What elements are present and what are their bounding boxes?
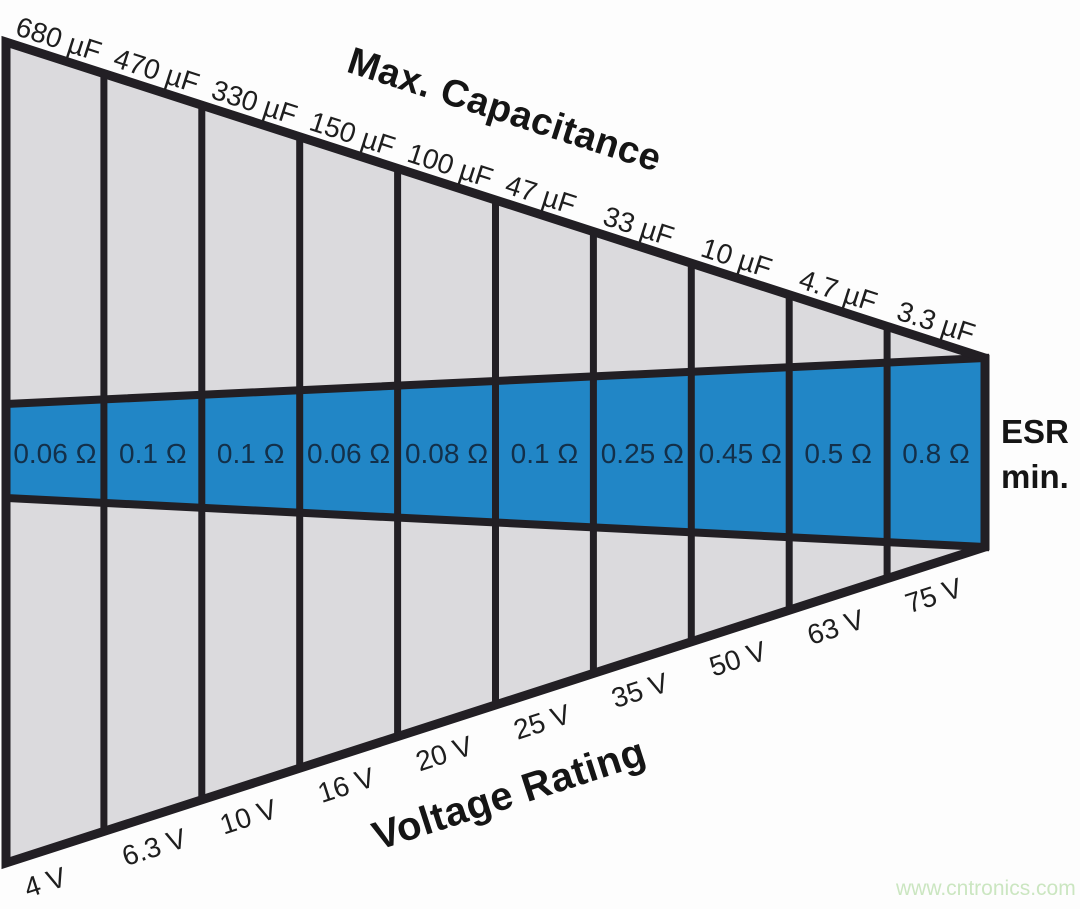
voltage-label: 25 V: [510, 698, 575, 745]
wedge-outline: [1, 35, 990, 870]
voltage-label: 20 V: [412, 730, 477, 777]
esr-min-line2: min.: [1001, 458, 1069, 495]
esr-value-label: 0.5 Ω: [804, 438, 872, 469]
voltage-label: 35 V: [608, 667, 673, 714]
voltage-label: 16 V: [314, 762, 379, 809]
esr-value-label: 0.1 Ω: [119, 438, 187, 469]
esr-min-line1: ESR: [1001, 413, 1069, 450]
esr-value-label: 0.45 Ω: [699, 438, 782, 469]
esr-value-label: 0.25 Ω: [601, 438, 684, 469]
voltage-label: 75 V: [901, 572, 966, 619]
voltage-label: 6.3 V: [118, 822, 190, 872]
voltage-label: 63 V: [804, 604, 869, 651]
watermark: www.cntronics.com: [896, 877, 1076, 900]
esr-value-label: 0.08 Ω: [405, 438, 488, 469]
esr-value-label: 0.8 Ω: [902, 438, 970, 469]
voltage-label: 10 V: [216, 793, 281, 840]
esr-value-label: 0.1 Ω: [217, 438, 285, 469]
voltage-label: 50 V: [706, 635, 771, 682]
esr-min-label: ESR min.: [1001, 409, 1069, 499]
esr-value-label: 0.1 Ω: [511, 438, 579, 469]
voltage-label: 4 V: [20, 861, 70, 904]
esr-value-label: 0.06 Ω: [307, 438, 390, 469]
esr-value-label: 0.06 Ω: [13, 438, 96, 469]
